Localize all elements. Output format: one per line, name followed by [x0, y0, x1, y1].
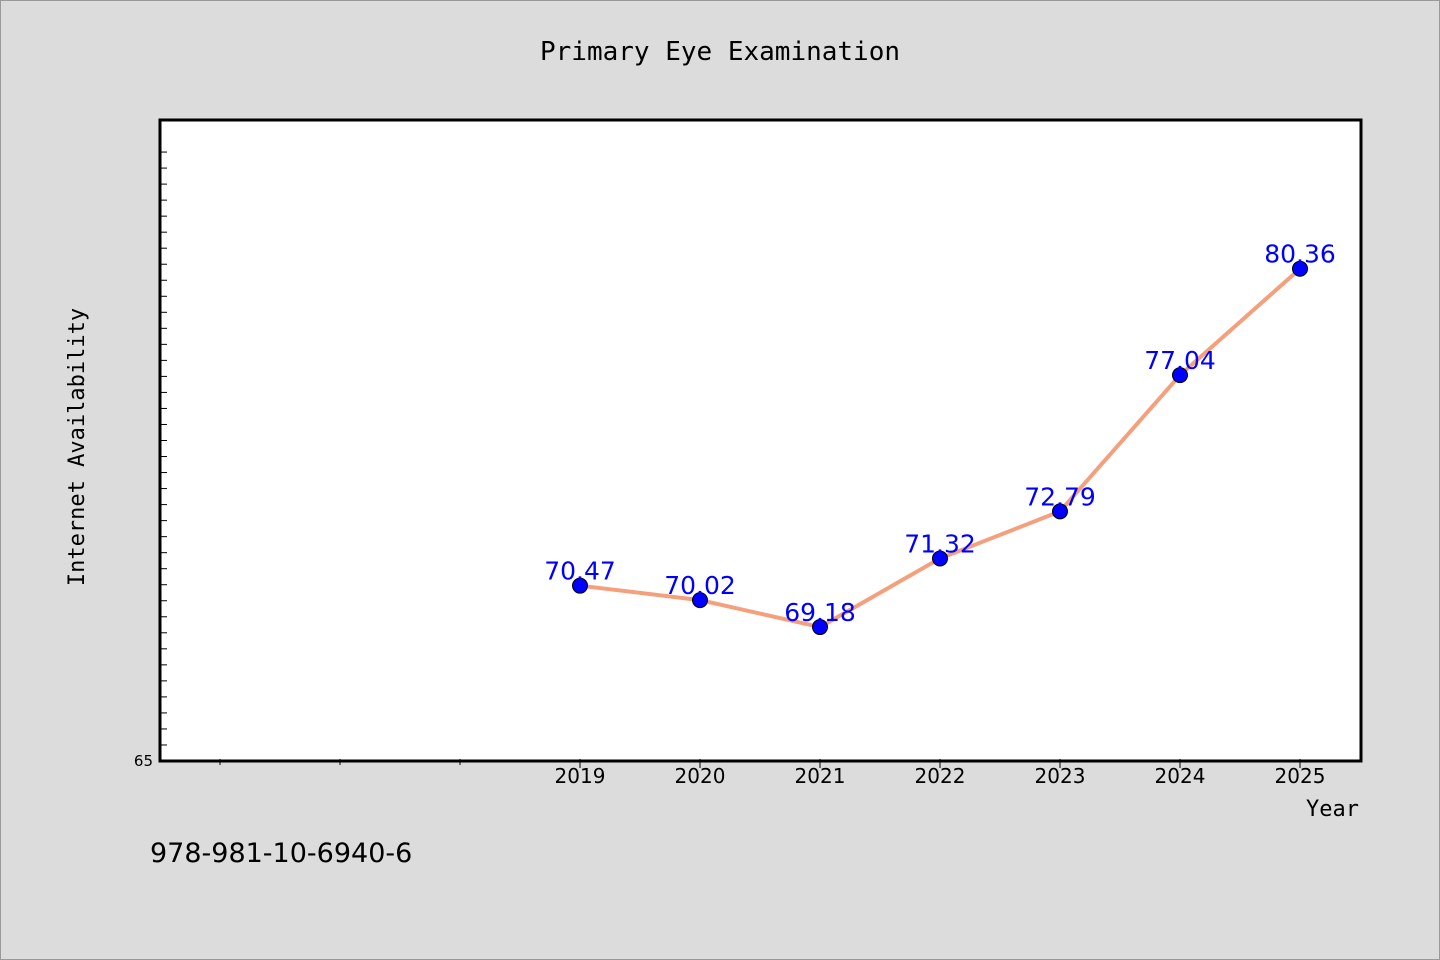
data-label: 80.36	[1264, 240, 1336, 269]
data-point	[1172, 367, 1188, 384]
x-axis-ticks	[219, 759, 1301, 768]
y-axis-label: Internet Availability	[65, 308, 90, 586]
data-point	[932, 550, 948, 567]
data-point	[692, 592, 708, 609]
data-point	[572, 577, 588, 594]
data-point	[1052, 503, 1068, 520]
plot-area	[158, 118, 1363, 763]
data-point	[1292, 260, 1308, 277]
data-point	[812, 619, 828, 636]
x-axis-label: Year	[1306, 797, 1359, 822]
y-axis-ticks	[160, 151, 167, 746]
chart-title: Primary Eye Examination	[540, 37, 900, 67]
data-label: 72.79	[1024, 482, 1096, 511]
data-label: 77.04	[1144, 346, 1216, 375]
x-tick-label: 2022	[915, 764, 966, 788]
data-label: 71.32	[904, 529, 976, 558]
data-label: 69.18	[784, 598, 856, 627]
x-tick-label: 2023	[1035, 764, 1086, 788]
x-tick-labels: 2019 2020 2021 2022 2023 2024 2025	[555, 764, 1326, 788]
x-tick-label: 2025	[1275, 764, 1326, 788]
series-layer: 70.47 70.02 69.18 71.32 72.79 77.04 80.36	[544, 240, 1336, 636]
x-tick-label: 2020	[675, 764, 726, 788]
x-tick-label: 2021	[795, 764, 846, 788]
y-tick-label-min: 65	[134, 752, 153, 770]
isbn-text: 978-981-10-6940-6	[150, 838, 412, 869]
data-label: 70.02	[664, 571, 736, 600]
data-label: 70.47	[544, 557, 616, 586]
x-tick-label: 2024	[1155, 764, 1206, 788]
x-tick-label: 2019	[555, 764, 606, 788]
